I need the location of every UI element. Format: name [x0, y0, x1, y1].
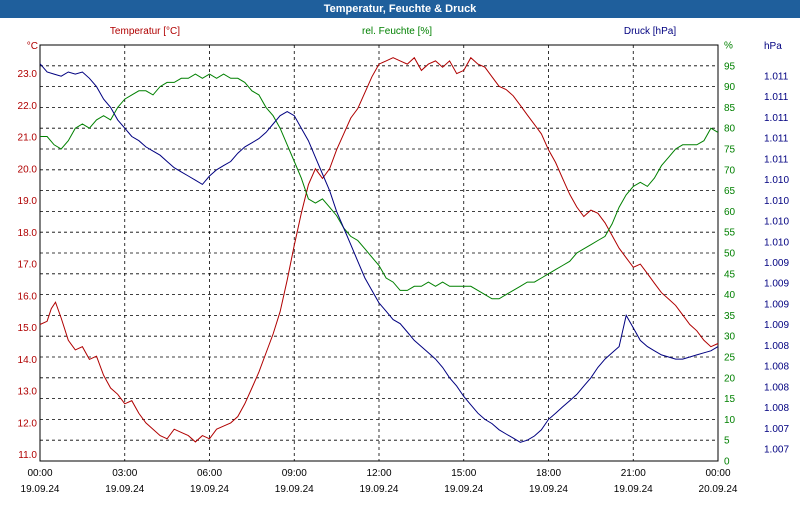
chart-area: 00:00 19.09.24 03:00 19.09.24 06:00 19.09.24 0…: [0, 18, 800, 500]
x-tick-label-time: 21:00: [621, 468, 646, 479]
right-tick-label: 1.008: [764, 403, 789, 414]
x-tick-label-date: 19.09.24: [105, 484, 144, 495]
left-tick-label: 15.0: [18, 323, 38, 334]
middle-tick-label: 45: [724, 269, 736, 280]
right-tick-label: 1.011: [764, 92, 789, 103]
x-tick-label-date: 19.09.24: [190, 484, 229, 495]
x-tick-label-date: 19.09.24: [529, 484, 568, 495]
middle-tick-label: 15: [724, 394, 736, 405]
right-tick-label: 1.009: [764, 279, 789, 290]
x-tick-label-time: 03:00: [112, 468, 137, 479]
middle-tick-label: %: [724, 41, 733, 52]
middle-tick-label: 40: [724, 290, 736, 301]
left-tick-label: 18.0: [18, 228, 38, 239]
right-tick-label: 1.009: [764, 258, 789, 269]
x-tick-label-date: 19.09.24: [21, 484, 60, 495]
left-tick-label: 22.0: [18, 101, 38, 112]
right-tick-label: 1.010: [764, 217, 789, 228]
right-tick-label: 1.011: [764, 134, 789, 145]
x-tick-label-date: 19.09.24: [444, 484, 483, 495]
x-tick-label-time: 06:00: [197, 468, 222, 479]
chart-svg: 00:00 19.09.24 03:00 19.09.24 06:00 19.09.24 0…: [18, 26, 790, 495]
right-tick-label: 1.010: [764, 196, 789, 207]
left-tick-label: 21.0: [18, 133, 38, 144]
right-tick-label: 1.011: [764, 72, 789, 83]
series-label: Druck [hPa]: [624, 26, 676, 37]
right-tick-label: 1.007: [764, 445, 789, 456]
middle-tick-label: 65: [724, 186, 736, 197]
series-label: Temperatur [°C]: [110, 26, 180, 37]
middle-tick-label: 75: [724, 145, 736, 156]
left-tick-label: 20.0: [18, 164, 38, 175]
x-tick-label-date: 19.09.24: [360, 484, 399, 495]
middle-tick-label: 55: [724, 228, 736, 239]
x-tick-label-time: 12:00: [366, 468, 391, 479]
x-tick-label-time: 18:00: [536, 468, 561, 479]
right-tick-label: 1.008: [764, 362, 789, 373]
series-line: [40, 73, 719, 300]
middle-tick-label: 35: [724, 311, 736, 322]
middle-tick-label: 0: [724, 457, 730, 468]
series-line: [39, 56, 719, 443]
middle-tick-label: 20: [724, 373, 736, 384]
right-tick-label: 1.010: [764, 237, 789, 248]
right-tick-label: 1.011: [764, 113, 789, 124]
left-tick-label: 23.0: [18, 69, 38, 80]
chart-title: Temperatur, Feuchte & Druck: [0, 0, 800, 18]
middle-tick-label: 95: [724, 61, 736, 72]
left-axis-unit: °C: [27, 41, 38, 52]
right-tick-label: 1.010: [764, 175, 789, 186]
middle-tick-label: 10: [724, 415, 736, 426]
x-tick-label-time: 00:00: [27, 468, 52, 479]
right-tick-label: 1.009: [764, 320, 789, 331]
left-tick-label: 14.0: [18, 355, 38, 366]
x-tick-label-time: 09:00: [282, 468, 307, 479]
middle-tick-label: 5: [724, 436, 730, 447]
x-tick-label-time: 15:00: [451, 468, 476, 479]
middle-tick-label: 85: [724, 103, 736, 114]
middle-tick-label: 50: [724, 249, 736, 260]
right-tick-label: 1.007: [764, 424, 789, 435]
middle-tick-label: 80: [724, 124, 736, 135]
right-tick-label: 1.009: [764, 299, 789, 310]
left-tick-label: 12.0: [18, 418, 38, 429]
x-tick-label-date: 20.09.24: [699, 484, 738, 495]
left-tick-label: 19.0: [18, 196, 38, 207]
left-tick-label: 16.0: [18, 291, 38, 302]
middle-tick-label: 70: [724, 165, 736, 176]
right-tick-label: 1.011: [764, 154, 789, 165]
middle-tick-label: 90: [724, 82, 736, 93]
middle-tick-label: 60: [724, 207, 736, 218]
x-tick-label-date: 19.09.24: [275, 484, 314, 495]
series-line: [39, 63, 719, 443]
left-tick-label: 13.0: [18, 387, 38, 398]
left-tick-label: 11.0: [18, 450, 37, 461]
left-tick-label: 17.0: [18, 260, 38, 271]
right-tick-label: 1.008: [764, 341, 789, 352]
x-tick-label-date: 19.09.24: [614, 484, 653, 495]
right-tick-label: 1.008: [764, 382, 789, 393]
right-axis-unit: hPa: [764, 41, 782, 52]
x-tick-label-time: 00:00: [705, 468, 730, 479]
middle-tick-label: 30: [724, 332, 736, 343]
middle-tick-label: 25: [724, 353, 736, 364]
series-label: rel. Feuchte [%]: [362, 26, 432, 37]
